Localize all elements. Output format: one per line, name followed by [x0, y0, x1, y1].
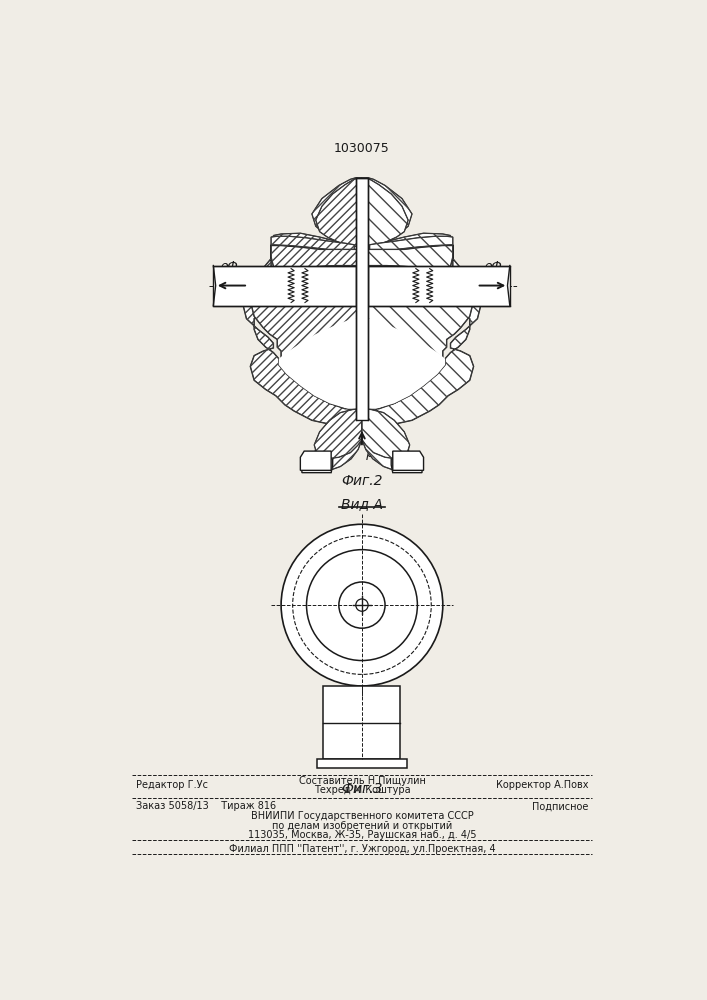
Polygon shape [368, 266, 452, 306]
Polygon shape [391, 459, 422, 473]
Text: Подписное: Подписное [532, 801, 588, 811]
Polygon shape [393, 451, 423, 470]
Polygon shape [250, 246, 362, 409]
Circle shape [339, 582, 385, 628]
Polygon shape [362, 409, 409, 470]
Polygon shape [362, 245, 481, 426]
Text: Фиг.2: Фиг.2 [341, 474, 382, 488]
Text: по делам изобретений и открытий: по делам изобретений и открытий [271, 821, 452, 831]
Text: ВНИИПИ Государственного комитета СССР: ВНИИПИ Государственного комитета СССР [250, 811, 473, 821]
Polygon shape [314, 409, 362, 470]
Polygon shape [356, 178, 368, 420]
Text: 1030075: 1030075 [334, 142, 390, 155]
Polygon shape [362, 178, 412, 243]
Text: Фиг.3: Фиг.3 [341, 782, 382, 796]
Text: Техред М.Коштура: Техред М.Коштура [314, 785, 410, 795]
Text: Филиал ППП ''Патент'', г. Ужгород, ул.Проектная, 4: Филиал ППП ''Патент'', г. Ужгород, ул.Пр… [228, 844, 496, 854]
Polygon shape [356, 266, 368, 306]
Polygon shape [362, 233, 450, 249]
Text: Вид A: Вид A [341, 497, 383, 511]
Polygon shape [368, 266, 510, 306]
Polygon shape [362, 178, 408, 246]
Polygon shape [316, 178, 362, 246]
Text: 113035, Москва, Ж-35, Раушская наб., д. 4/5: 113035, Москва, Ж-35, Раушская наб., д. … [247, 830, 477, 840]
Text: ρΦ: ρΦ [219, 260, 238, 273]
Polygon shape [362, 246, 474, 409]
Polygon shape [274, 233, 362, 249]
Circle shape [293, 536, 431, 674]
Text: Составитель Н.Пищулин: Составитель Н.Пищулин [298, 776, 426, 786]
Circle shape [281, 524, 443, 686]
Polygon shape [243, 245, 362, 426]
Polygon shape [370, 236, 452, 249]
Polygon shape [271, 236, 354, 249]
Polygon shape [302, 459, 333, 473]
Polygon shape [214, 266, 356, 306]
Polygon shape [362, 316, 445, 409]
Text: Заказ 5058/13    Тираж 816: Заказ 5058/13 Тираж 816 [136, 801, 276, 811]
Polygon shape [317, 759, 407, 768]
Polygon shape [271, 266, 356, 306]
Circle shape [307, 550, 417, 661]
Text: ρΦ: ρΦ [484, 260, 502, 273]
Polygon shape [300, 451, 331, 470]
Circle shape [356, 599, 368, 611]
Polygon shape [314, 409, 362, 459]
Text: Редактор Г.Ус: Редактор Г.Ус [136, 780, 209, 790]
Text: ρр: ρр [366, 447, 382, 460]
Polygon shape [279, 316, 362, 409]
Polygon shape [312, 178, 362, 243]
Text: Корректор А.Повх: Корректор А.Повх [496, 780, 588, 790]
Polygon shape [324, 686, 400, 759]
Polygon shape [362, 409, 409, 459]
